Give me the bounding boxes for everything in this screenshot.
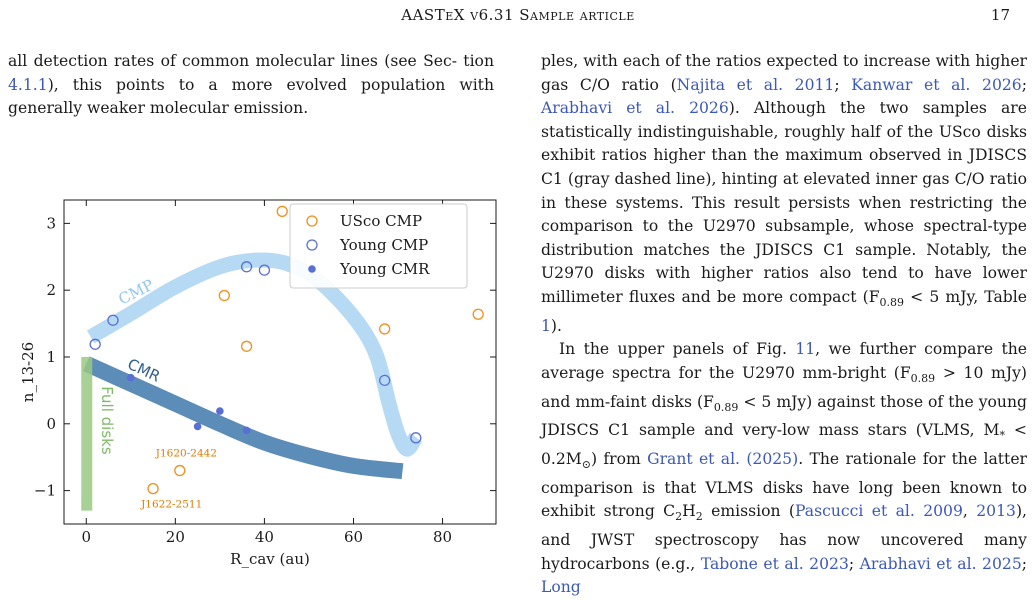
x-tick-label: 20 (166, 528, 185, 546)
left-column-text: all detection rates of common molecular … (8, 50, 494, 121)
subscript: 2 (695, 510, 703, 524)
text-run: ; (848, 554, 860, 573)
text-run: ). Although the two samples are statisti… (541, 99, 1027, 306)
right-paragraph-2: In the upper panels of Fig. 11, we furth… (541, 338, 1027, 599)
running-header: AASTeX v6.31 Sample article 17 (0, 6, 1036, 30)
subscript: ⊙ (581, 458, 591, 472)
citation-link[interactable]: Kanwar et al. 2026 (851, 75, 1022, 94)
data-point (240, 340, 253, 352)
figure-scatter-plot: 0 20 40 60 80 −1 0 1 2 3 R_cav (au) n_13-26 CMP CMR F… (0, 188, 500, 587)
data-point (193, 422, 202, 431)
text-run: . The rationale for the latter compariso… (541, 449, 1027, 521)
subscript: 0.89 (879, 296, 905, 310)
text-run: In the upper panels of Fig. (559, 340, 796, 359)
legend-box (289, 203, 468, 289)
data-point (107, 314, 119, 326)
plot-frame (63, 199, 497, 525)
legend-label: USco CMP (340, 212, 422, 230)
y-tick-label: −1 (34, 482, 56, 500)
legend-label: Young CMR (339, 260, 430, 278)
legend-marker (306, 215, 318, 227)
data-point (218, 289, 230, 302)
text-run: ; (834, 75, 852, 94)
y-tick-label: 1 (46, 348, 56, 366)
text-run: ). (550, 316, 562, 335)
annotation-label: J1622-2511 (140, 499, 202, 511)
y-tick-label: 0 (46, 415, 56, 433)
citation-link[interactable]: Pascucci et al. 2009 (795, 502, 963, 521)
legend-marker (308, 265, 316, 273)
citation-link[interactable]: Najita et al. 2011 (676, 75, 835, 94)
y-tick-label: 2 (46, 281, 56, 299)
running-title: AASTeX v6.31 Sample article (401, 6, 635, 24)
data-point (216, 407, 224, 415)
text-run: H (682, 502, 696, 521)
y-tick-label: 3 (46, 214, 56, 232)
text-run: ) from (591, 449, 648, 468)
x-tick-label: 0 (81, 528, 91, 546)
text-run: ), and JWST spectroscopy has now uncover… (541, 502, 1027, 573)
subscript: 2 (675, 510, 683, 524)
right-paragraph-1: ples, with each of the ratios expected t… (541, 50, 1027, 338)
data-point (472, 308, 484, 320)
subscript: 0.89 (713, 400, 739, 414)
text-run: ), this points to a more evolved populat… (8, 75, 494, 118)
page-number: 17 (990, 6, 1010, 24)
x-tick-label: 40 (255, 528, 274, 546)
text-run: ; (1021, 554, 1028, 573)
x-tick-label: 80 (433, 528, 452, 546)
data-point (174, 464, 186, 477)
data-point (89, 338, 101, 350)
x-tick-label: 60 (344, 528, 363, 546)
x-axis-label: R_cav (au) (230, 550, 310, 568)
text-run: emission ( (702, 502, 796, 521)
subscript: * (999, 429, 1005, 443)
citation-link[interactable]: 2013 (976, 502, 1016, 521)
data-point (276, 205, 288, 218)
subscript: 0.89 (910, 371, 936, 385)
data-point (147, 482, 159, 495)
citation-link[interactable]: Tabone et al. 2023 (700, 554, 849, 573)
text-run: all detection rates of common molecular … (8, 52, 494, 70)
text-run: ; (1021, 75, 1027, 94)
text-run: > 10 mJy) and mm-faint disks (F (541, 363, 1027, 411)
left-paragraph: all detection rates of common molecular … (8, 50, 494, 121)
data-point (242, 426, 251, 435)
text-run: , (962, 502, 977, 521)
data-point (127, 373, 135, 382)
band-label-full-disks: Full disks (98, 386, 116, 455)
citation-link[interactable]: Long (541, 578, 581, 597)
data-point (379, 323, 391, 335)
data-point (258, 264, 271, 276)
citation-link[interactable]: Arabhavi et al. 2026 (541, 99, 729, 118)
band-full-disks (81, 356, 93, 511)
y-axis-label: n_13-26 (19, 342, 37, 402)
text-run: , we further compare the average spectra… (541, 340, 1028, 382)
annotation-label: J1620-2442 (155, 448, 217, 460)
text-run: < 0.2M (541, 421, 1027, 468)
citation-link[interactable]: 11 (795, 340, 816, 359)
citation-link[interactable]: 1 (541, 316, 551, 335)
legend-marker (306, 239, 318, 251)
legend-label: Young CMP (339, 236, 428, 254)
text-run: < 5 mJy) against those of the young JDIS… (541, 392, 1027, 440)
data-point (240, 261, 253, 273)
band-cmr (82, 356, 404, 480)
right-column-text: ples, with each of the ratios expected t… (541, 50, 1027, 600)
citation-link[interactable]: Arabhavi et al. 2025 (859, 554, 1022, 573)
data-point (410, 432, 422, 444)
data-point (379, 374, 391, 387)
text-run: < 5 mJy, Table (904, 287, 1027, 306)
citation-link[interactable]: Grant et al. (2025) (647, 449, 799, 468)
citation-link[interactable]: 4.1.1 (8, 75, 48, 94)
text-run: ples, with each of the ratios expected t… (541, 52, 1027, 94)
